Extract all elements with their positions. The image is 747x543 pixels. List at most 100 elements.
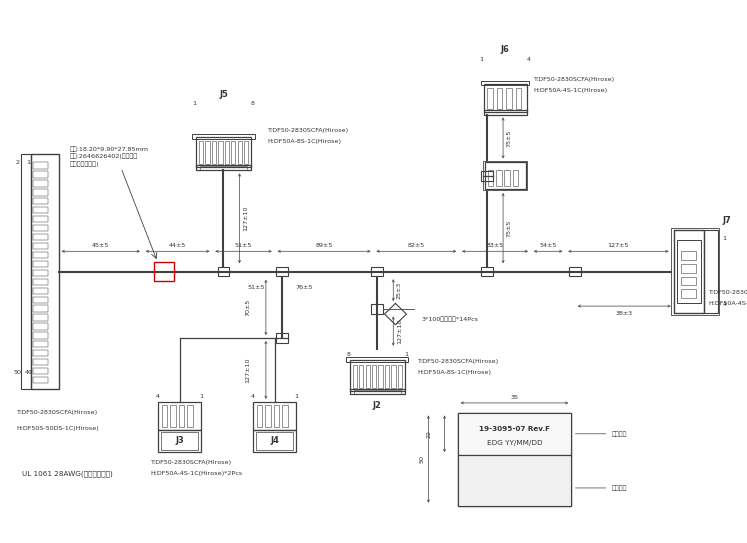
Bar [33, 296, 49, 303]
Text: 75±5: 75±5 [506, 129, 512, 147]
Text: T:DF50-2830SCFA(Hirose): T:DF50-2830SCFA(Hirose) [150, 460, 232, 465]
Bar [353, 390, 401, 394]
Bar [33, 306, 49, 312]
Text: 35: 35 [510, 395, 518, 400]
Bar [681, 276, 696, 285]
Bar [205, 141, 210, 165]
Text: 54±5: 54±5 [539, 243, 557, 248]
Text: T:DF50-2830SCFA(Hirose): T:DF50-2830SCFA(Hirose) [418, 359, 498, 364]
Bar [33, 377, 49, 383]
Bar [488, 171, 493, 186]
Bar [371, 267, 383, 276]
Text: 50: 50 [13, 370, 22, 375]
Bar [671, 228, 719, 315]
Bar [33, 225, 49, 231]
Text: 1: 1 [192, 102, 196, 106]
Bar [199, 166, 247, 170]
Text: 45±5: 45±5 [92, 243, 109, 248]
Bar [276, 267, 288, 276]
Bar [33, 350, 49, 356]
Bar [385, 364, 389, 388]
Text: 1: 1 [722, 236, 727, 241]
Text: 51±5: 51±5 [235, 243, 252, 248]
Bar [231, 141, 235, 165]
Text: H:DF50A-8S-1C(Hirose): H:DF50A-8S-1C(Hirose) [418, 370, 492, 375]
Bar [379, 364, 382, 388]
Bar [506, 88, 512, 109]
Bar [458, 455, 571, 506]
Bar [33, 314, 49, 321]
Bar [33, 198, 49, 205]
Bar [497, 88, 503, 109]
Bar [350, 360, 405, 391]
Text: H:DF50A-4S-1C(Hirose): H:DF50A-4S-1C(Hirose) [533, 88, 607, 93]
Bar [158, 430, 201, 452]
Bar [274, 405, 279, 427]
Text: 49: 49 [25, 370, 33, 375]
Text: H:DF50A-4S-1C(Hirose): H:DF50A-4S-1C(Hirose) [708, 301, 747, 306]
Bar [483, 161, 527, 190]
Text: J2: J2 [373, 401, 382, 411]
Text: 89±5: 89±5 [315, 243, 332, 248]
Text: 19-3095-07 Rev.F: 19-3095-07 Rev.F [479, 426, 550, 432]
Text: 127±10: 127±10 [397, 318, 402, 344]
Text: UL 1061 28AWG(注条线均客供): UL 1061 28AWG(注条线均客供) [22, 470, 113, 477]
Bar [704, 230, 718, 313]
Bar [458, 413, 571, 506]
Bar [33, 341, 49, 348]
Bar [31, 154, 59, 389]
Bar [199, 141, 203, 165]
Bar [212, 141, 216, 165]
Text: 83±5: 83±5 [486, 243, 503, 248]
Bar [346, 357, 409, 362]
Text: J5: J5 [219, 90, 228, 98]
Bar [681, 289, 696, 298]
Bar [504, 171, 509, 186]
Text: 38±3: 38±3 [616, 311, 633, 315]
Bar [515, 88, 521, 109]
Bar [265, 405, 271, 427]
Text: 白底黑字: 白底黑字 [575, 431, 627, 437]
Bar [253, 402, 296, 430]
Text: 1: 1 [479, 57, 483, 62]
Bar [196, 166, 251, 171]
Bar [257, 405, 262, 427]
Bar [350, 389, 405, 394]
Bar [677, 240, 701, 303]
Bar [217, 267, 229, 276]
Bar [484, 110, 527, 115]
Bar [33, 234, 49, 240]
Text: EDG YY/MM/DD: EDG YY/MM/DD [486, 440, 542, 446]
Bar [674, 230, 704, 313]
Bar [481, 267, 493, 276]
Bar [33, 216, 49, 222]
Text: 8: 8 [346, 352, 350, 357]
Bar [481, 81, 530, 85]
Bar [170, 405, 176, 427]
Text: 4: 4 [527, 57, 531, 62]
Bar [33, 190, 49, 195]
Bar [21, 154, 31, 389]
Bar [192, 134, 255, 138]
Text: 75±5: 75±5 [506, 219, 512, 237]
Text: H:DF50A-4S-1C(Hirose)*2Pcs: H:DF50A-4S-1C(Hirose)*2Pcs [150, 471, 242, 476]
Text: 1: 1 [199, 394, 203, 399]
Bar [33, 172, 49, 178]
Text: 1: 1 [27, 160, 31, 165]
Text: J3: J3 [175, 437, 184, 445]
Bar [158, 402, 201, 430]
Bar [569, 267, 580, 276]
Text: J6: J6 [500, 46, 509, 54]
Text: 70±5: 70±5 [245, 299, 250, 316]
Text: 1: 1 [294, 394, 299, 399]
Bar [33, 270, 49, 276]
Text: 51±5: 51±5 [248, 285, 265, 290]
Bar [485, 162, 526, 189]
Text: H:DF50S-50DS-1C(Hirose): H:DF50S-50DS-1C(Hirose) [16, 426, 99, 431]
Bar [481, 171, 493, 180]
Bar [238, 141, 242, 165]
Bar [33, 279, 49, 285]
Bar [33, 332, 49, 338]
Bar [154, 262, 174, 281]
Text: 4: 4 [155, 394, 160, 399]
